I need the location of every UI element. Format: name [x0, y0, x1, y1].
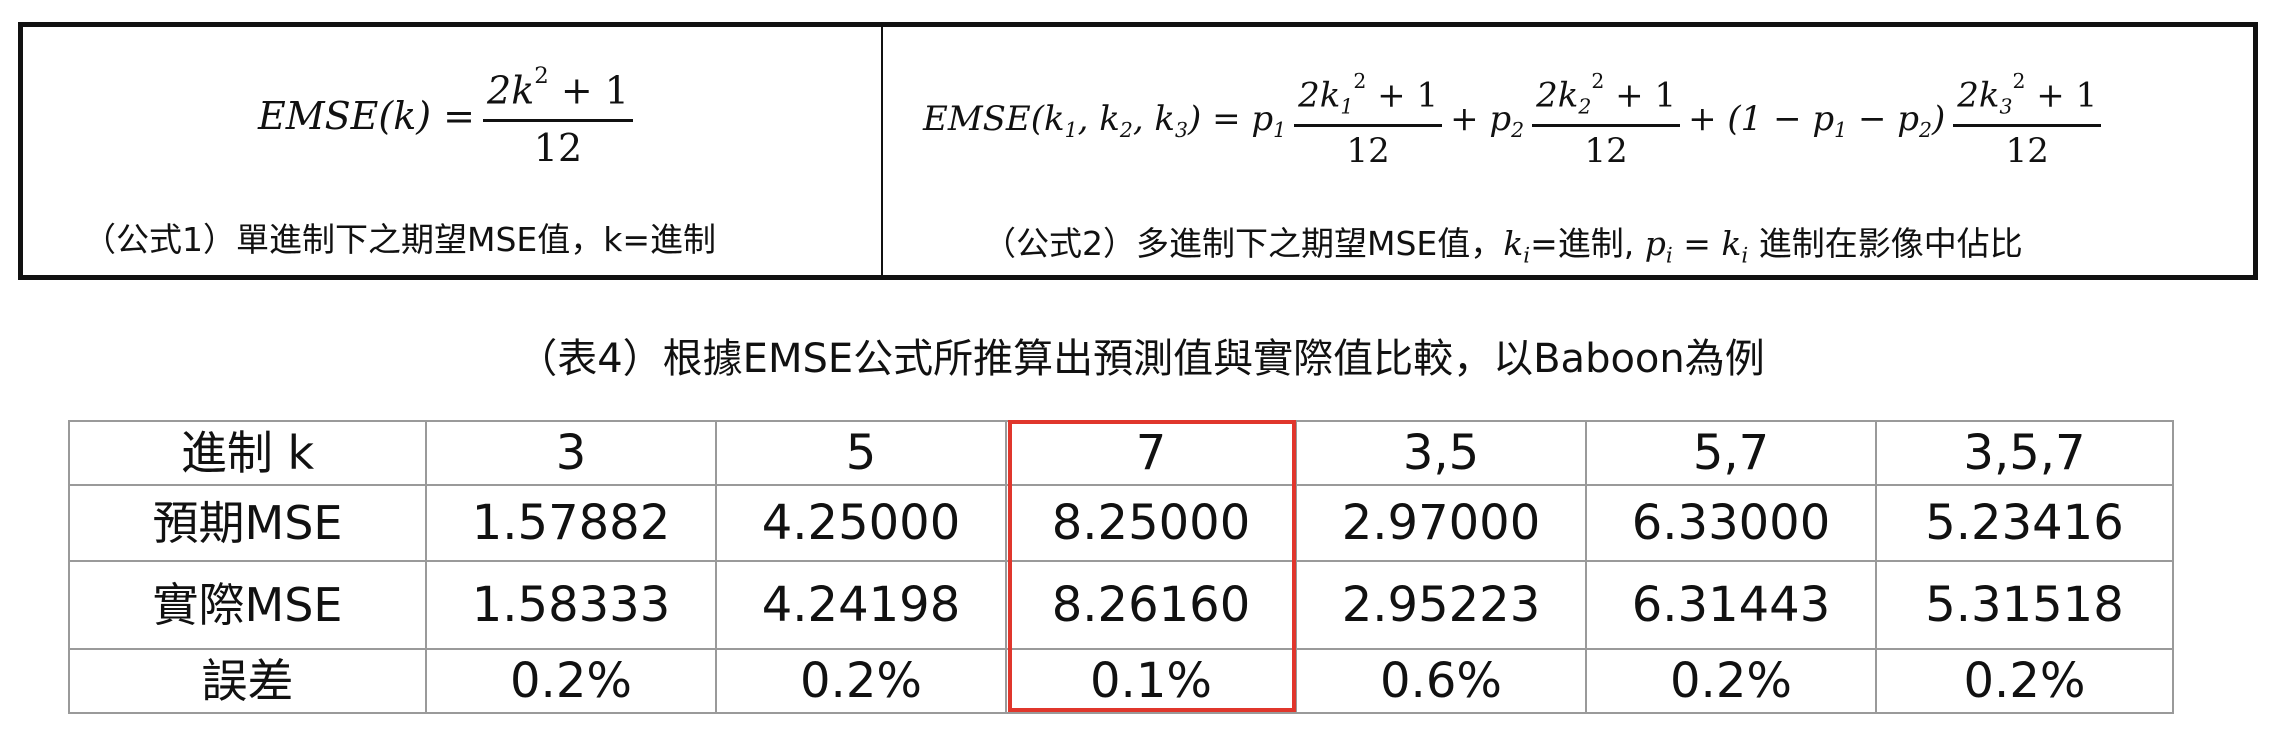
formula-2-remainder: + (1 − p1 − p2)	[1688, 98, 1946, 142]
formula-2-fraction-3: 2k32 + 1 12	[1953, 69, 2102, 171]
header-cell: 3,5,7	[1875, 420, 2174, 486]
table-cell: 8.26160	[1005, 560, 1297, 650]
table-cell: 0.6%	[1295, 648, 1587, 714]
formula-1-fraction: 2k2 + 1 12	[483, 63, 633, 170]
header-cell: 7	[1005, 420, 1297, 486]
formula-cell-multi: EMSE(k1, k2, k3) = p1 2k12 + 1 12 + p2 2…	[883, 27, 2253, 275]
table-cell: 6.33000	[1585, 484, 1877, 562]
row-label: 實際MSE	[68, 560, 427, 650]
formula-2-fraction-2: 2k22 + 1 12	[1532, 69, 1681, 171]
table-cell: 0.2%	[715, 648, 1007, 714]
table-header-row: 進制 k 3 5 7 3,5 5,7 3,5,7	[68, 420, 2174, 486]
table-cell: 5.23416	[1875, 484, 2174, 562]
table-row-expected-mse: 預期MSE 1.57882 4.25000 8.25000 2.97000 6.…	[68, 484, 2174, 562]
header-cell: 5,7	[1585, 420, 1877, 486]
row-label: 預期MSE	[68, 484, 427, 562]
header-cell: 3,5	[1295, 420, 1587, 486]
formula-2-p2: + p2	[1450, 98, 1525, 142]
table-cell: 4.25000	[715, 484, 1007, 562]
formula-1-numerator: 2k2 + 1	[483, 63, 633, 122]
comparison-table: 進制 k 3 5 7 3,5 5,7 3,5,7 預期MSE 1.57882 4…	[68, 420, 2174, 714]
formula-2: EMSE(k1, k2, k3) = p1 2k12 + 1 12 + p2 2…	[923, 69, 2109, 171]
formula-2-lhs: EMSE(k1, k2, k3) = p1	[923, 98, 1287, 142]
formula-cell-single: EMSE(k) = 2k2 + 1 12 （公式1）單進制下之期望MSE值，k=…	[23, 27, 883, 275]
header-cell: 5	[715, 420, 1007, 486]
formula-2-caption: （公式2）多進制下之期望MSE值，ki=進制, pi = ki 進制在影像中佔比	[983, 224, 2023, 269]
table-cell: 1.58333	[425, 560, 717, 650]
table-title: （表4）根據EMSE公式所推算出預測值與實際值比較，以Baboon為例	[517, 336, 1765, 382]
table-row-error: 誤差 0.2% 0.2% 0.1% 0.6% 0.2% 0.2%	[68, 648, 2174, 714]
formula-1: EMSE(k) = 2k2 + 1 12	[258, 63, 641, 170]
table-cell: 2.95223	[1295, 560, 1587, 650]
table-cell: 1.57882	[425, 484, 717, 562]
formula-2-fraction-1: 2k12 + 1 12	[1294, 69, 1443, 171]
header-cell: 3	[425, 420, 717, 486]
table-cell: 8.25000	[1005, 484, 1297, 562]
formula-box: EMSE(k) = 2k2 + 1 12 （公式1）單進制下之期望MSE值，k=…	[18, 22, 2258, 280]
table-cell: 0.2%	[1585, 648, 1877, 714]
header-cell-radix: 進制 k	[68, 420, 427, 486]
table-cell: 0.2%	[1875, 648, 2174, 714]
formula-1-caption: （公式1）單進制下之期望MSE值，k=進制	[83, 220, 717, 259]
table-cell: 0.2%	[425, 648, 717, 714]
table-cell: 0.1%	[1005, 648, 1297, 714]
row-label: 誤差	[68, 648, 427, 714]
table-cell: 4.24198	[715, 560, 1007, 650]
formula-1-denominator: 12	[533, 125, 583, 170]
table-cell: 6.31443	[1585, 560, 1877, 650]
formula-1-lhs: EMSE(k) =	[258, 94, 476, 139]
table-cell: 2.97000	[1295, 484, 1587, 562]
table-row-actual-mse: 實際MSE 1.58333 4.24198 8.26160 2.95223 6.…	[68, 560, 2174, 650]
table-cell: 5.31518	[1875, 560, 2174, 650]
